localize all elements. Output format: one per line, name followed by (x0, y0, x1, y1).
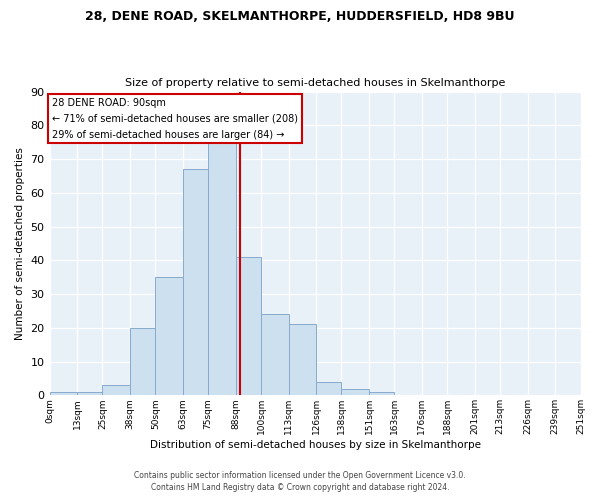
Bar (50, 392, 77, 396)
Bar (289, 324, 316, 396)
Text: 28, DENE ROAD, SKELMANTHORPE, HUDDERSFIELD, HD8 9BU: 28, DENE ROAD, SKELMANTHORPE, HUDDERSFIE… (85, 10, 515, 23)
Bar (369, 392, 394, 396)
Bar (103, 385, 130, 396)
Text: 28 DENE ROAD: 90sqm
← 71% of semi-detached houses are smaller (208)
29% of semi-: 28 DENE ROAD: 90sqm ← 71% of semi-detach… (52, 98, 298, 140)
Bar (261, 314, 289, 396)
Bar (208, 142, 236, 396)
Bar (77, 392, 103, 396)
Bar (130, 328, 155, 396)
Bar (316, 382, 341, 396)
Text: Contains HM Land Registry data © Crown copyright and database right 2024.: Contains HM Land Registry data © Crown c… (151, 484, 449, 492)
Y-axis label: Number of semi-detached properties: Number of semi-detached properties (15, 147, 25, 340)
Bar (341, 388, 369, 396)
X-axis label: Distribution of semi-detached houses by size in Skelmanthorpe: Distribution of semi-detached houses by … (149, 440, 481, 450)
Title: Size of property relative to semi-detached houses in Skelmanthorpe: Size of property relative to semi-detach… (125, 78, 505, 88)
Bar (236, 257, 261, 396)
Bar (155, 277, 183, 396)
Text: Contains public sector information licensed under the Open Government Licence v3: Contains public sector information licen… (134, 471, 466, 480)
Bar (183, 169, 208, 396)
